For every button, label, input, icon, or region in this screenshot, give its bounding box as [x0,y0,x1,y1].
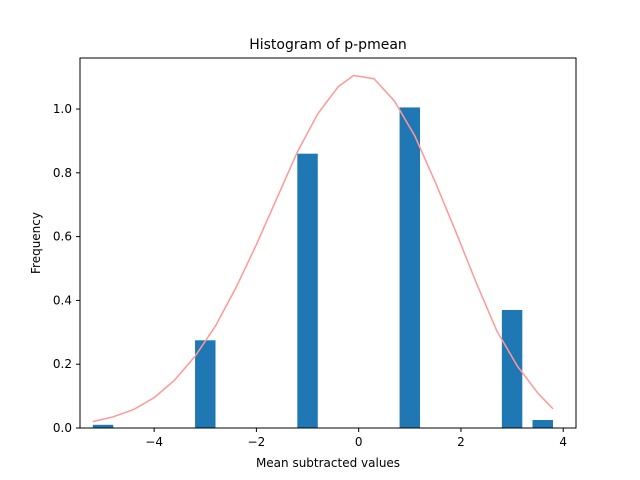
curve-layer [92,74,554,423]
plot-frame [79,57,577,429]
histogram-bar-4 [501,309,523,428]
chart-title: Histogram of p-pmean [249,37,407,53]
histogram-bar-5 [532,420,553,428]
histogram-bar-1 [195,340,216,428]
x-tick-label: 0 [355,435,363,449]
histogram-bar-3 [399,107,421,429]
y-tick-label: 0.0 [53,421,72,435]
density-curve [92,74,554,423]
y-tick-label: 0.2 [53,357,72,371]
x-tick-label: −4 [145,435,163,449]
y-tick-label: 0.4 [53,293,72,307]
x-axis-ticks: −4 −2 0 2 4 [145,428,567,449]
y-axis-label: Frequency [29,212,43,274]
x-tick-label: 4 [559,435,567,449]
bars-layer [92,107,553,429]
y-tick-label: 0.6 [53,230,72,244]
x-axis-label: Mean subtracted values [256,456,400,470]
y-tick-label: 0.8 [53,166,72,180]
y-axis-ticks: 0.0 0.2 0.4 0.6 0.8 1.0 [53,102,80,435]
histogram-bar-0 [92,424,114,428]
histogram-bar-2 [297,153,318,429]
x-tick-label: −2 [248,435,266,449]
x-tick-label: 2 [457,435,465,449]
y-tick-label: 1.0 [53,102,72,116]
